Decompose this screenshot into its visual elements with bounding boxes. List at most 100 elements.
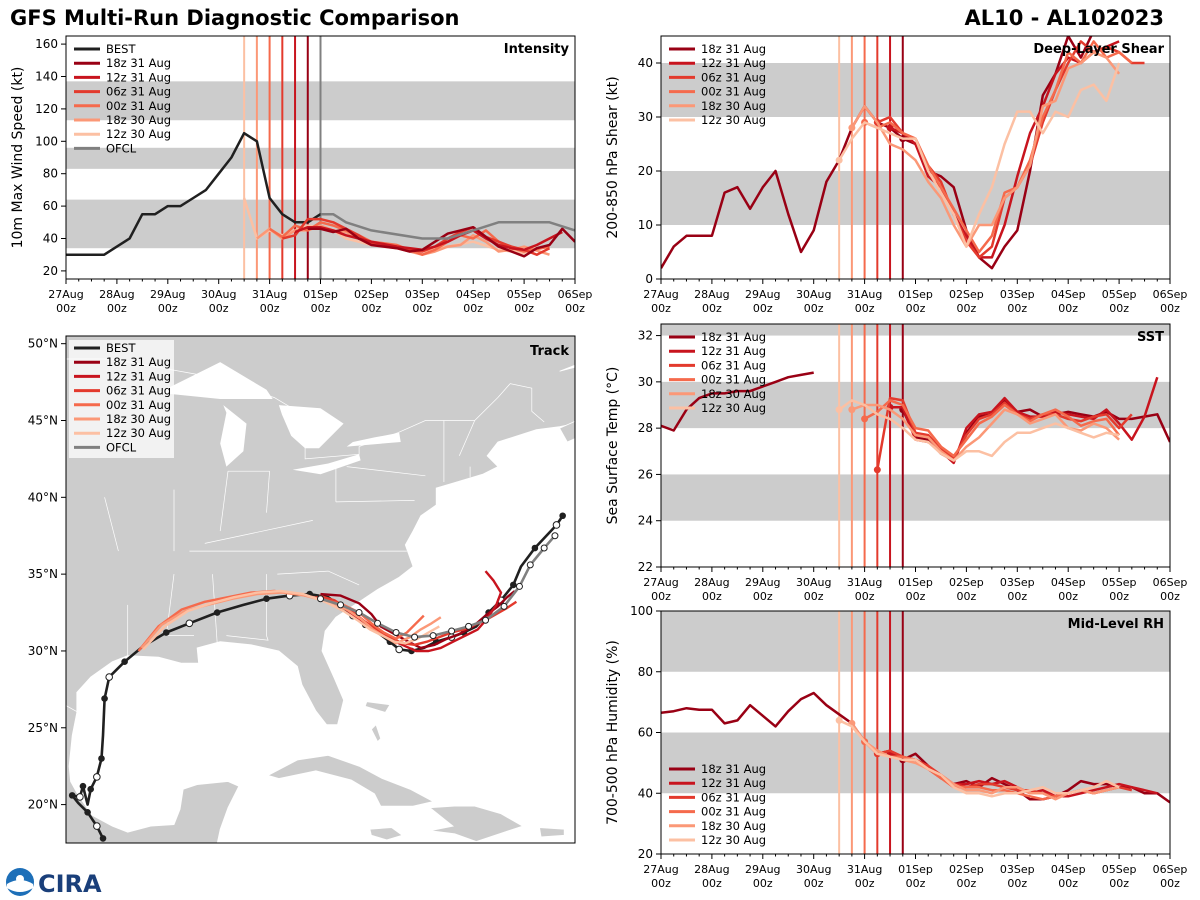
x-tick-label: 00z (1160, 590, 1180, 603)
x-tick-label: 01Sep (898, 288, 933, 301)
map-group (66, 336, 575, 843)
shading-band (661, 611, 1170, 672)
x-tick-label: 03Sep (1000, 863, 1035, 876)
y-tick-label: 60 (43, 199, 58, 213)
series-line-12z-30-aug (838, 719, 1120, 798)
x-tick-label: 00z (1160, 302, 1180, 315)
x-tick-label: 30Aug (796, 576, 831, 589)
x-tick-label: 00z (311, 302, 331, 315)
x-tick-label: 00z (1109, 590, 1129, 603)
lake-erie (292, 454, 361, 475)
land-nova-scotia (559, 420, 575, 443)
legend-label-best: BEST (106, 42, 136, 56)
y-tick-label: 30 (638, 110, 653, 124)
legend-label-12z-30-aug: 12z 30 Aug (106, 127, 171, 141)
series-line-00z-31-aug (863, 399, 1121, 458)
x-tick-label: 00z (651, 590, 671, 603)
lake-huron (278, 405, 344, 449)
legend-label-00z-31-aug: 00z 31 Aug (106, 398, 171, 412)
shading-band (661, 171, 1170, 225)
x-tick-label: 00z (56, 302, 76, 315)
x-tick-label: 30Aug (796, 288, 831, 301)
x-tick-label: 04Sep (1051, 863, 1086, 876)
x-tick-label: 29Aug (745, 576, 780, 589)
land-jamaica (369, 827, 404, 841)
x-tick-label: 00z (957, 877, 977, 890)
track-point-best-open (93, 822, 101, 830)
x-tick-label: 00z (1007, 590, 1027, 603)
y-axis-label: Sea Surface Temp (°C) (605, 367, 621, 525)
legend-label-ofcl: OFCL (106, 141, 137, 155)
storm-id: AL10 - AL102023 (964, 6, 1165, 30)
legend-label-18z-31-aug: 18z 31 Aug (106, 56, 171, 70)
y-axis-label: 200-850 hPa Shear (kt) (605, 76, 621, 238)
panel-title: Mid-Level RH (1068, 617, 1164, 632)
x-tick-label: 00z (702, 877, 722, 890)
x-tick-label: 00z (804, 590, 824, 603)
legend-label-06z-31-aug: 06z 31 Aug (701, 70, 766, 84)
series-group (661, 691, 1170, 804)
track-point-best (79, 782, 87, 790)
x-tick-label: 29Aug (745, 863, 780, 876)
x-tick-label: 30Aug (201, 288, 236, 301)
series-line-18z-30-aug (850, 50, 1121, 248)
track-point-best-open (552, 521, 561, 529)
x-tick-label: 01Sep (898, 863, 933, 876)
x-tick-label: 01Sep (303, 288, 338, 301)
x-tick-label: 27Aug (48, 288, 83, 301)
y-tick-label: 30 (638, 375, 653, 389)
us-mexico-border (66, 705, 79, 713)
lat-tick-label: 35°N (28, 567, 58, 581)
track-point-ofcl (429, 632, 437, 640)
track-point-best-open (93, 773, 101, 781)
track-point-best (121, 658, 128, 666)
y-tick-label: 24 (638, 514, 653, 528)
y-tick-label: 120 (35, 102, 58, 116)
legend-label-12z-30-aug: 12z 30 Aug (701, 401, 766, 415)
series-line-ofcl (320, 212, 575, 240)
legend-label-12z-31-aug: 12z 31 Aug (106, 369, 171, 383)
legend-label-18z-31-aug: 18z 31 Aug (701, 762, 766, 776)
y-tick-label: 20 (638, 847, 653, 861)
x-tick-label: 06Sep (558, 288, 593, 301)
x-tick-label: 28Aug (694, 576, 729, 589)
x-tick-label: 06Sep (1153, 288, 1188, 301)
x-tick-label: 31Aug (847, 288, 882, 301)
init-marker-12z-30-aug (835, 406, 843, 414)
track-point-best (68, 792, 76, 799)
x-tick-label: 31Aug (252, 288, 287, 301)
panel-title: Intensity (504, 42, 570, 57)
y-tick-label: 100 (630, 604, 653, 618)
track-point-ofcl (526, 561, 534, 569)
x-tick-label: 31Aug (847, 576, 882, 589)
x-tick-label: 27Aug (643, 288, 678, 301)
state-border (204, 520, 313, 544)
axes-frame (65, 335, 576, 844)
x-tick-label: 00z (804, 877, 824, 890)
panel-title: Deep-Layer Shear (1033, 42, 1164, 57)
series-line-best (66, 131, 334, 256)
cira-logo-text: CIRA (38, 870, 102, 898)
track-point-best (531, 544, 539, 552)
x-tick-label: 00z (702, 302, 722, 315)
lat-tick-label: 25°N (28, 721, 58, 735)
x-tick-label: 03Sep (1000, 576, 1035, 589)
state-border (335, 500, 415, 503)
track-point-best (84, 808, 91, 816)
shading-band (661, 324, 1170, 336)
x-tick-label: 29Aug (150, 288, 185, 301)
state-border (346, 466, 426, 477)
track-point-best (263, 595, 270, 603)
series-line-12z-30-aug (838, 399, 1120, 462)
x-tick-label: 00z (260, 302, 280, 315)
y-tick-label: 32 (638, 329, 653, 343)
legend-background (69, 340, 174, 458)
x-tick-label: 00z (906, 590, 926, 603)
rh-panel: 27Aug00z28Aug00z29Aug00z30Aug00z31Aug00z… (605, 604, 1187, 890)
x-tick-label: 06Sep (1153, 576, 1188, 589)
legend-label-06z-31-aug: 06z 31 Aug (701, 358, 766, 372)
x-tick-label: 00z (1007, 302, 1027, 315)
